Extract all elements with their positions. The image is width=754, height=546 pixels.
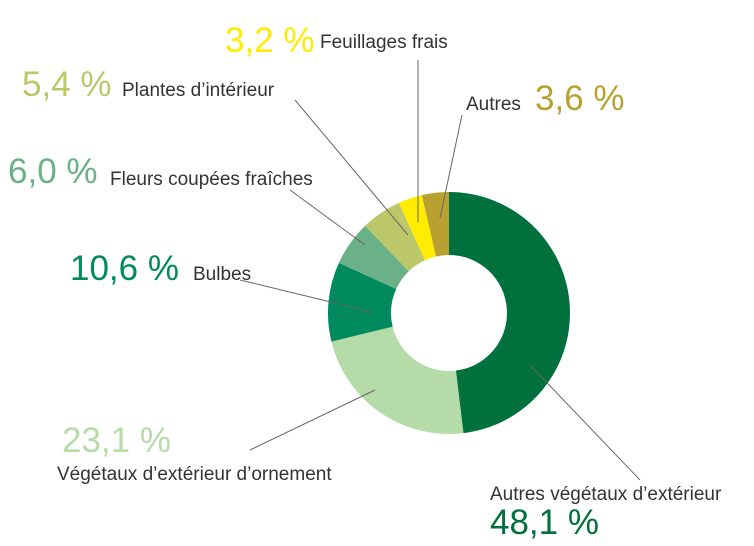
category-label: Autres — [466, 94, 521, 115]
category-label: Végétaux d’extérieur d’ornement — [57, 464, 332, 485]
category-label: Bulbes — [193, 264, 251, 285]
value-label: 5,4 % — [22, 65, 112, 104]
leader-line — [289, 189, 366, 246]
leader-line — [249, 389, 376, 451]
donut-slice — [449, 192, 570, 434]
category-label: Autres végétaux d’extérieur — [490, 484, 722, 505]
donut-slice — [398, 195, 436, 261]
value-label: 23,1 % — [62, 421, 171, 460]
leader-line — [294, 99, 409, 236]
value-label: 48,1 % — [490, 503, 599, 542]
donut-slice — [338, 225, 409, 289]
leader-line — [529, 364, 641, 481]
value-label: 10,6 % — [70, 249, 179, 288]
category-label: Plantes d’intérieur — [122, 80, 275, 101]
category-label: Fleurs coupées fraîches — [110, 169, 313, 190]
value-label: 6,0 % — [8, 152, 98, 191]
donut-slice — [365, 202, 425, 272]
value-label: 3,2 % — [225, 21, 315, 60]
value-label: 3,6 % — [535, 79, 625, 118]
leader-line — [439, 114, 463, 219]
category-label: Feuillages frais — [320, 32, 448, 53]
donut-slice — [331, 326, 464, 435]
donut-slice — [328, 262, 397, 342]
leader-line — [239, 279, 373, 313]
